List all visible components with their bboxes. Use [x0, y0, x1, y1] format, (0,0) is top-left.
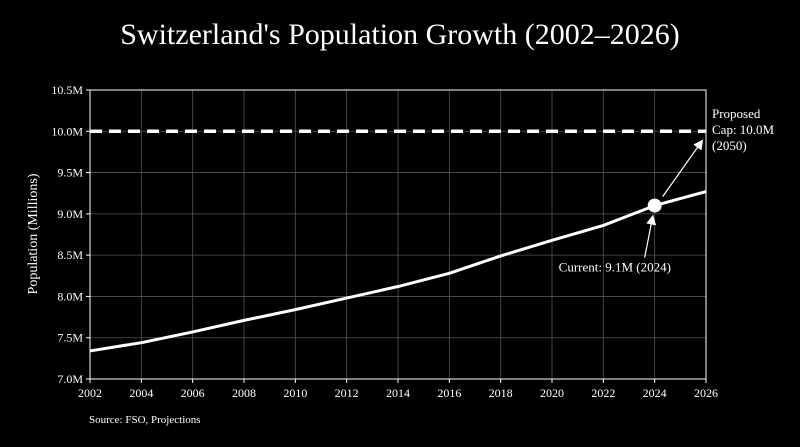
x-tick-label: 2022	[591, 386, 615, 400]
x-tick-label: 2020	[540, 386, 564, 400]
x-tick-label: 2010	[283, 386, 307, 400]
chart-title: Switzerland's Population Growth (2002–20…	[120, 18, 680, 51]
cap-annotation-line: (2050)	[712, 138, 747, 153]
y-axis-label: Population (Millions)	[26, 173, 41, 294]
x-tick-label: 2014	[386, 386, 410, 400]
y-tick-label: 7.5M	[57, 331, 83, 345]
current-point-marker	[647, 198, 662, 213]
current-arrow	[644, 214, 657, 258]
y-tick-label: 10.5M	[51, 83, 83, 97]
series-group	[89, 190, 707, 353]
x-tick-label: 2016	[437, 386, 461, 400]
source-note: Source: FSO, Projections	[89, 414, 201, 426]
x-tick-label: 2018	[489, 386, 513, 400]
cap-annotation-line: Cap: 10.0M	[712, 122, 775, 137]
plot-frame	[89, 89, 707, 380]
y-tick-label: 7.0M	[57, 372, 83, 386]
y-tick-label: 10.0M	[51, 124, 83, 138]
x-tick-label: 2026	[694, 386, 718, 400]
axes: 2002 2004 2006 2008 2010 2012 2014 2016 2018 2020…	[51, 83, 718, 400]
x-tick-label: 2002	[78, 386, 102, 400]
cap-annotation-line: Proposed	[712, 106, 761, 121]
cap-arrow	[662, 139, 704, 197]
x-tick-label: 2004	[129, 386, 153, 400]
y-tick-label: 8.5M	[57, 248, 83, 262]
x-tick-label: 2006	[181, 386, 205, 400]
x-tick-label: 2012	[335, 386, 359, 400]
current-annotation: Current: 9.1M (2024)	[559, 260, 671, 275]
y-tick-label: 9.5M	[57, 166, 83, 180]
grid-lines	[89, 89, 707, 380]
x-tick-label: 2008	[232, 386, 256, 400]
y-tick-label: 8.0M	[57, 289, 83, 303]
population-line	[89, 190, 707, 353]
x-tick-label: 2024	[643, 386, 667, 400]
y-tick-label: 9.0M	[57, 207, 83, 221]
